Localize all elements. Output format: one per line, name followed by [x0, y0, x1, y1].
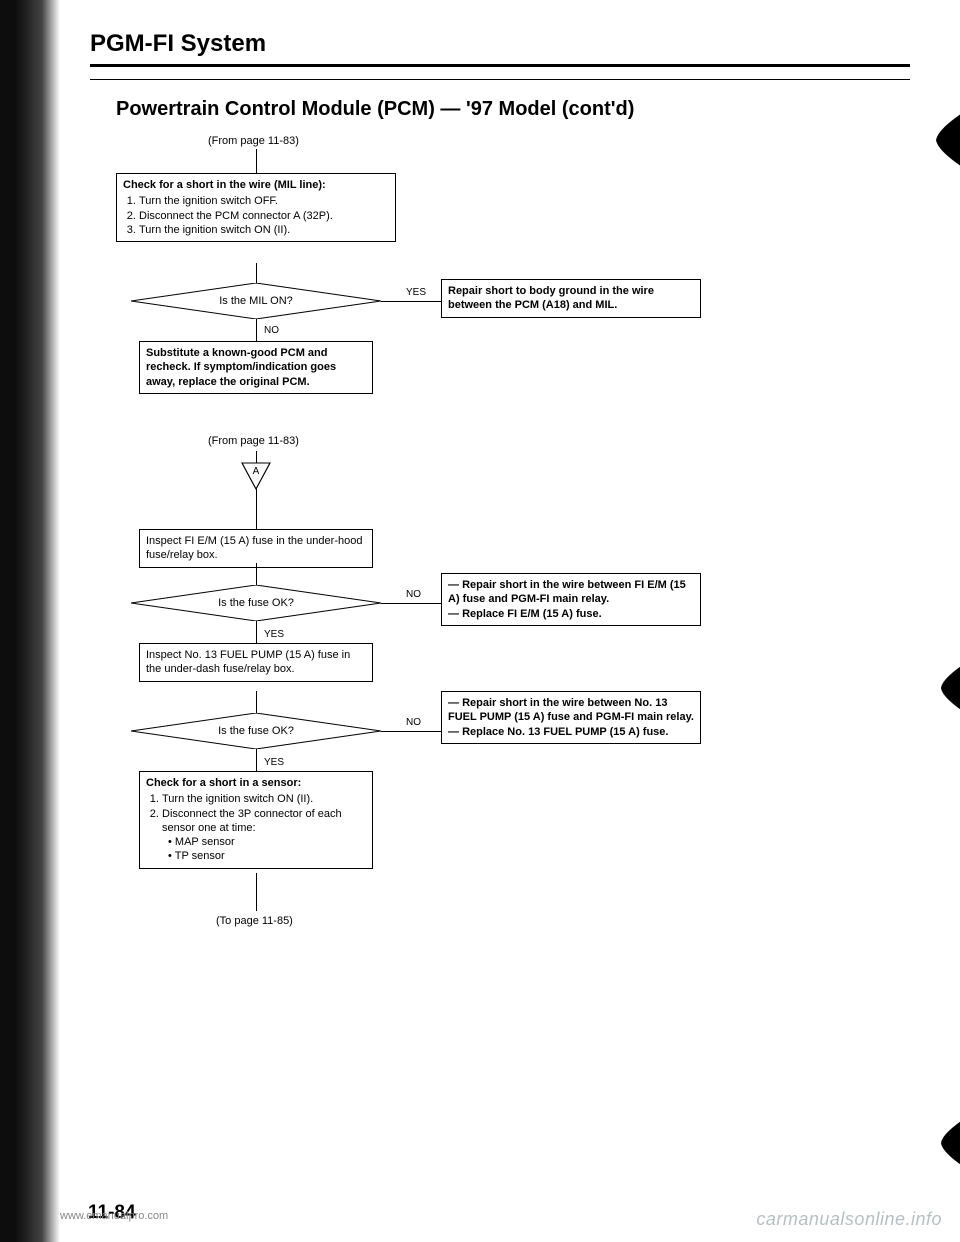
no-label: NO	[406, 717, 421, 728]
connector-line	[381, 603, 441, 604]
no-label: NO	[406, 589, 421, 600]
box-text: Substitute a known-good PCM and recheck.…	[146, 347, 336, 388]
bullet-list: MAP sensor TP sensor	[146, 835, 366, 864]
step: Disconnect the 3P connector of each sens…	[162, 807, 366, 836]
connector-line	[256, 749, 257, 771]
connector-line	[256, 149, 257, 173]
yes-label: YES	[264, 629, 284, 640]
box-check-short-sensor: Check for a short in a sensor: Turn the …	[139, 771, 373, 869]
step: Turn the ignition switch ON (II).	[162, 792, 366, 806]
connector-line	[256, 263, 257, 283]
watermark-source: www.emanualpro.com	[60, 1210, 168, 1222]
manual-page: PGM-FI System Powertrain Control Module …	[0, 0, 960, 1242]
connector-line	[256, 319, 257, 341]
dash-list: Repair short in the wire between No. 13 …	[448, 696, 694, 739]
edge-mark-top	[934, 108, 960, 172]
no-label: NO	[264, 325, 279, 336]
yes-label: YES	[264, 757, 284, 768]
watermark-site: carmanualsonline.info	[756, 1209, 942, 1230]
svg-text:A: A	[253, 466, 260, 477]
list-item: Replace FI E/M (15 A) fuse.	[462, 608, 602, 620]
step: Turn the ignition switch OFF.	[139, 194, 389, 208]
section-title: Powertrain Control Module (PCM) — '97 Mo…	[116, 98, 910, 121]
decision-label: Is the fuse OK?	[131, 713, 381, 749]
connector-line	[381, 301, 441, 302]
title-separator	[90, 79, 910, 80]
connector-line	[256, 691, 257, 713]
box-repair-fuel-pump: Repair short in the wire between No. 13 …	[441, 691, 701, 744]
box-repair-body-ground: Repair short to body ground in the wire …	[441, 279, 701, 318]
yes-label: YES	[406, 287, 426, 298]
connector-line	[256, 621, 257, 643]
box-text: Inspect FI E/M (15 A) fuse in the under-…	[146, 535, 362, 561]
decision-mil-on: Is the MIL ON?	[131, 283, 381, 319]
bullet-item: TP sensor	[168, 849, 366, 863]
ref-from-top: (From page 11-83)	[208, 135, 299, 147]
box-title: Check for a short in a sensor:	[146, 776, 366, 790]
box-text: Repair short to body ground in the wire …	[448, 285, 654, 311]
box-title: Check for a short in the wire (MIL line)…	[123, 178, 389, 192]
list-item: Repair short in the wire between FI E/M …	[448, 579, 686, 605]
steps-list: Turn the ignition switch ON (II). Discon…	[146, 792, 366, 835]
connector-line	[256, 873, 257, 911]
box-inspect-fi-em: Inspect FI E/M (15 A) fuse in the under-…	[139, 529, 373, 568]
box-repair-fi-em: Repair short in the wire between FI E/M …	[441, 573, 701, 626]
step: Disconnect the PCM connector A (32P).	[139, 209, 389, 223]
list-item: Replace No. 13 FUEL PUMP (15 A) fuse.	[462, 726, 668, 738]
list-item: Repair short in the wire between No. 13 …	[448, 697, 694, 723]
box-text: Inspect No. 13 FUEL PUMP (15 A) fuse in …	[146, 649, 350, 675]
edge-mark-bot	[940, 1115, 960, 1171]
decision-fuse-1: Is the fuse OK?	[131, 585, 381, 621]
box-substitute-pcm: Substitute a known-good PCM and recheck.…	[139, 341, 373, 394]
bullet-item: MAP sensor	[168, 835, 366, 849]
decision-label: Is the fuse OK?	[131, 585, 381, 621]
edge-mark-mid	[940, 660, 960, 716]
system-title: PGM-FI System	[90, 30, 910, 67]
step: Turn the ignition switch ON (II).	[139, 223, 389, 237]
box-check-short-mil: Check for a short in the wire (MIL line)…	[116, 173, 396, 242]
flowchart: (From page 11-83) Check for a short in t…	[116, 135, 910, 1115]
dash-list: Repair short in the wire between FI E/M …	[448, 578, 694, 621]
ref-to-bottom: (To page 11-85)	[216, 915, 293, 927]
connector-line	[256, 563, 257, 585]
decision-fuse-2: Is the fuse OK?	[131, 713, 381, 749]
connector-line	[256, 489, 257, 529]
connector-line	[381, 731, 441, 732]
decision-label: Is the MIL ON?	[131, 283, 381, 319]
box-inspect-fuel-pump: Inspect No. 13 FUEL PUMP (15 A) fuse in …	[139, 643, 373, 682]
ref-from-mid: (From page 11-83)	[208, 435, 299, 447]
scan-spine-shadow	[0, 0, 60, 1242]
steps-list: Turn the ignition switch OFF. Disconnect…	[123, 194, 389, 237]
